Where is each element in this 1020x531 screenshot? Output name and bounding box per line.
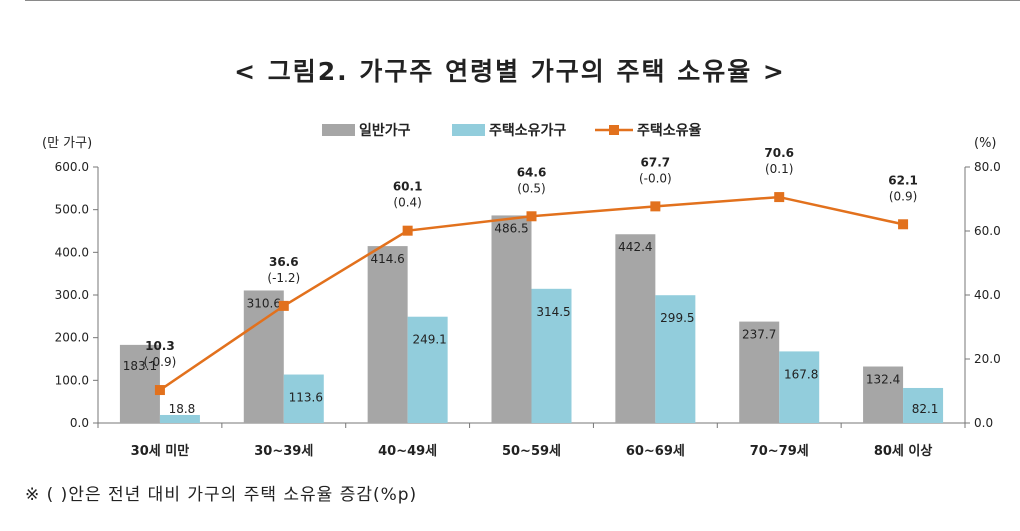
legend-label-rate: 주택소유율 bbox=[637, 122, 702, 139]
chart-title: < 그림2. 가구주 연령별 가구의 주택 소유율 > bbox=[234, 57, 786, 86]
rate-change-label: (-0.0) bbox=[639, 171, 672, 185]
rate-change-label: (-0.9) bbox=[144, 355, 177, 369]
left-tick-label: 500.0 bbox=[55, 203, 89, 217]
bar-homeowner-label: 18.8 bbox=[169, 402, 196, 416]
line-marker bbox=[650, 201, 661, 212]
rate-label: 62.1 bbox=[888, 173, 918, 187]
bar-homeowner-label: 167.8 bbox=[784, 367, 818, 381]
rate-change-label: (0.4) bbox=[393, 196, 421, 210]
bar-general-label: 183.1 bbox=[123, 359, 157, 373]
footnote: ※ ( )안은 전년 대비 가구의 주택 소유율 증감(%p) bbox=[25, 485, 418, 505]
bar-general-household bbox=[739, 321, 780, 423]
bar-homeowner-household bbox=[655, 295, 696, 423]
chart: 0.0 100.0 200.0 300.0 400.0 500.0 600.0 (만 가구) 0… bbox=[42, 122, 1001, 459]
top-rule bbox=[25, 0, 1020, 1]
x-tick-label: 30세 미만 bbox=[131, 443, 190, 459]
x-tick-label: 60~69세 bbox=[626, 444, 685, 459]
bar-general-label: 442.4 bbox=[618, 240, 652, 254]
rate-label: 10.3 bbox=[145, 339, 175, 353]
left-tick-label: 300.0 bbox=[55, 288, 89, 302]
line-marker bbox=[526, 211, 537, 222]
left-tick-label: 0.0 bbox=[70, 416, 89, 430]
rate-label: 60.1 bbox=[393, 180, 423, 194]
bar-general-household bbox=[119, 344, 160, 423]
right-tick-label: 60.0 bbox=[974, 224, 1001, 238]
legend-swatch-homeowner bbox=[452, 124, 485, 136]
left-tick-label: 200.0 bbox=[55, 331, 89, 345]
left-tick-label: 100.0 bbox=[55, 373, 89, 387]
bar-homeowner-household bbox=[283, 374, 324, 423]
bar-general-household bbox=[615, 234, 656, 423]
bar-general-label: 414.6 bbox=[370, 252, 404, 266]
x-tick-label: 50~59세 bbox=[502, 444, 561, 459]
rate-label: 67.7 bbox=[641, 155, 671, 169]
bar-homeowner-household bbox=[779, 351, 820, 423]
rate-change-label: (0.5) bbox=[517, 181, 545, 195]
left-axis-label: (만 가구) bbox=[42, 136, 92, 151]
bar-general-label: 237.7 bbox=[742, 328, 776, 342]
bar-general-label: 310.6 bbox=[247, 296, 281, 310]
bar-homeowner-household bbox=[531, 288, 572, 423]
right-tick-label: 0.0 bbox=[974, 416, 993, 430]
bar-homeowner-label: 113.6 bbox=[289, 391, 323, 405]
line-marker bbox=[898, 219, 909, 230]
line-marker bbox=[402, 225, 413, 236]
right-tick-label: 20.0 bbox=[974, 352, 1001, 366]
line-marker bbox=[154, 385, 165, 396]
bar-general-household bbox=[491, 215, 532, 423]
bar-general-household bbox=[367, 246, 408, 423]
bar-homeowner-label: 314.5 bbox=[536, 305, 570, 319]
bar-general-household bbox=[243, 290, 284, 423]
left-tick-label: 600.0 bbox=[55, 160, 89, 174]
x-tick-label: 70~79세 bbox=[750, 444, 809, 459]
bar-homeowner-label: 299.5 bbox=[660, 311, 694, 325]
rate-change-label: (0.9) bbox=[889, 189, 917, 203]
rate-label: 36.6 bbox=[269, 255, 299, 269]
bar-general-label: 486.5 bbox=[494, 221, 528, 235]
rate-change-label: (-1.2) bbox=[267, 271, 300, 285]
rate-change-label: (0.1) bbox=[765, 162, 793, 176]
legend-label-general: 일반가구 bbox=[359, 122, 411, 139]
legend-swatch-rate-marker bbox=[609, 125, 619, 135]
bar-homeowner-household bbox=[903, 387, 944, 423]
rate-label: 70.6 bbox=[764, 146, 794, 160]
bar-homeowner-household bbox=[407, 316, 448, 423]
bar-homeowner-label: 249.1 bbox=[412, 333, 446, 347]
x-tick-label: 80세 이상 bbox=[874, 443, 933, 459]
line-marker bbox=[278, 300, 289, 311]
right-tick-label: 80.0 bbox=[974, 160, 1001, 174]
bar-homeowner-label: 82.1 bbox=[912, 402, 939, 416]
right-tick-label: 40.0 bbox=[974, 288, 1001, 302]
legend-swatch-general bbox=[322, 124, 355, 136]
right-axis-label: (%) bbox=[974, 136, 997, 151]
bar-general-label: 132.4 bbox=[866, 373, 900, 387]
rate-label: 64.6 bbox=[517, 165, 547, 179]
line-marker bbox=[774, 192, 785, 203]
bar-general-household bbox=[863, 366, 904, 423]
x-tick-label: 30~39세 bbox=[254, 444, 313, 459]
left-tick-label: 400.0 bbox=[55, 245, 89, 259]
x-tick-label: 40~49세 bbox=[378, 444, 437, 459]
bar-homeowner-household bbox=[159, 414, 200, 423]
legend-label-homeowner: 주택소유가구 bbox=[489, 122, 566, 139]
